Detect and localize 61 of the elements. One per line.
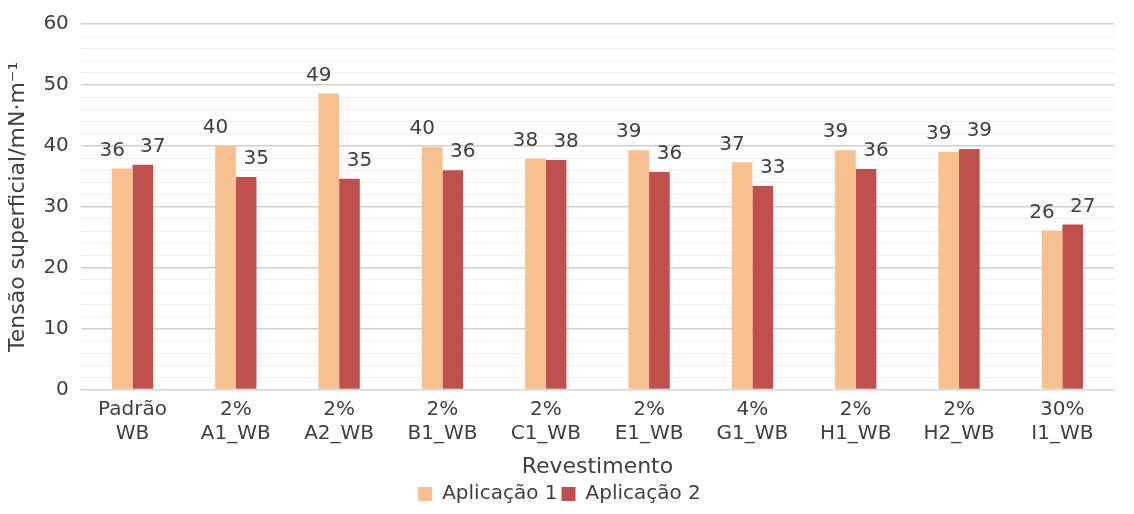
bar xyxy=(855,169,877,389)
data-label: 38 xyxy=(512,126,539,151)
x-tick-label: 30% I1_WB xyxy=(1031,395,1094,444)
bar xyxy=(111,168,133,389)
data-label: 27 xyxy=(1069,192,1096,217)
bar xyxy=(132,164,154,389)
y-axis-title: Tensão superficial/mN·m⁻¹ xyxy=(3,61,29,353)
data-label: 38 xyxy=(553,128,579,153)
x-tick-label: Padrão WB xyxy=(98,395,167,444)
data-label: 39 xyxy=(925,120,952,145)
bar xyxy=(442,170,464,389)
legend-label: Aplicação 1 xyxy=(442,480,558,505)
bar xyxy=(752,186,774,389)
data-label: 39 xyxy=(966,117,993,142)
bar xyxy=(649,172,670,389)
y-tick-label: 10 xyxy=(43,314,69,339)
y-tick-label: 40 xyxy=(43,132,69,157)
data-label: 33 xyxy=(760,154,786,179)
data-label: 39 xyxy=(822,118,849,143)
y-tick-label: 30 xyxy=(43,193,69,217)
x-tick-label: 2% B1_WB xyxy=(407,395,478,444)
bar xyxy=(421,147,443,389)
y-tick-label: 0 xyxy=(56,375,69,400)
bar xyxy=(545,159,567,389)
data-label: 39 xyxy=(616,118,642,143)
bar xyxy=(318,93,340,389)
data-label: 37 xyxy=(140,132,166,157)
data-label: 36 xyxy=(656,140,683,165)
x-axis-title: Revestimento xyxy=(521,452,674,478)
x-tick-label: 2% A1_WB xyxy=(200,395,271,444)
bar xyxy=(731,162,753,389)
data-label: 49 xyxy=(306,61,332,86)
data-label: 26 xyxy=(1029,198,1055,223)
y-tick-label: 50 xyxy=(43,71,69,96)
x-tick-label: 2% H2_WB xyxy=(923,395,995,444)
bar xyxy=(235,176,257,389)
x-tick-label: 4% G1_WB xyxy=(716,395,789,444)
bar xyxy=(339,178,360,389)
x-tick-label: 2% E1_WB xyxy=(614,395,684,444)
x-tick-label: 2% C1_WB xyxy=(510,395,581,444)
y-tick-label: 20 xyxy=(43,253,69,278)
x-tick-label: 2% A2_WB xyxy=(304,395,375,444)
data-label: 36 xyxy=(863,137,889,162)
data-label: 36 xyxy=(450,138,476,163)
bar xyxy=(1062,224,1084,389)
bar xyxy=(959,148,980,389)
bar xyxy=(628,150,650,389)
bar xyxy=(215,145,236,389)
data-label: 37 xyxy=(719,130,745,155)
data-label: 40 xyxy=(409,115,435,140)
y-tick-label: 60 xyxy=(43,10,69,35)
data-label: 36 xyxy=(99,136,125,161)
data-label: 35 xyxy=(243,145,269,170)
bar xyxy=(835,150,856,389)
bar xyxy=(938,151,960,389)
bar xyxy=(525,158,546,389)
data-label: 35 xyxy=(346,146,373,171)
legend-label: Aplicação 2 xyxy=(585,480,701,505)
data-label: 40 xyxy=(202,114,229,139)
x-tick-label: 2% H1_WB xyxy=(820,395,892,444)
bar xyxy=(1041,230,1063,389)
